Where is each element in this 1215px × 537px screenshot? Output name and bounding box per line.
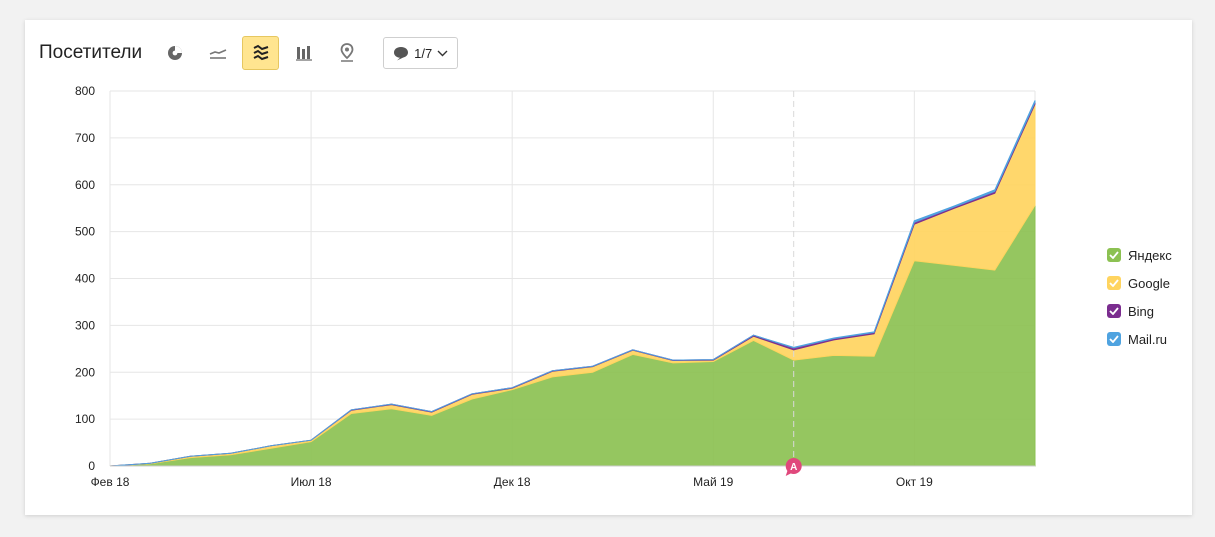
pie-chart-button[interactable]	[156, 36, 193, 70]
y-tick-label: 500	[75, 225, 95, 239]
x-tick-label: Июл 18	[291, 475, 332, 489]
stacked-area-button[interactable]	[242, 36, 280, 70]
visitors-widget: 0 100 200 300 400 500 600 700 800 Фев 18 Июл 18 Дек…	[25, 20, 1192, 515]
chart-legend: Яндекс Google Bing Mail.ru	[1107, 241, 1172, 353]
stacked-bar-button[interactable]	[285, 36, 322, 70]
legend-item[interactable]: Bing	[1107, 297, 1172, 325]
annotation-marker[interactable]	[785, 458, 802, 474]
legend-label: Google	[1128, 275, 1170, 291]
chevron-down-icon	[437, 50, 448, 56]
y-tick-label: 400	[75, 272, 95, 286]
annotations-select[interactable]: 1/7	[383, 37, 459, 69]
legend-item[interactable]: Google	[1107, 269, 1172, 297]
checkbox-checked-icon[interactable]	[1107, 248, 1121, 262]
checkbox-checked-icon[interactable]	[1107, 332, 1121, 346]
legend-item[interactable]: Mail.ru	[1107, 325, 1172, 353]
annotations-count: 1/7	[414, 45, 433, 61]
y-tick-label: 200	[75, 365, 95, 379]
checkbox-checked-icon[interactable]	[1107, 276, 1121, 290]
y-tick-label: 700	[75, 131, 95, 145]
map-pin-icon	[340, 43, 354, 62]
legend-label: Mail.ru	[1128, 331, 1168, 347]
annotation-marker-label[interactable]: A	[790, 462, 797, 473]
chart-area: 0 100 200 300 400 500 600 700 800 Фев 18 Июл 18 Дек…	[75, 84, 1036, 489]
series-area-Mail.ru	[109, 100, 1036, 467]
map-button[interactable]	[328, 36, 365, 70]
widget-header: Посетители	[39, 36, 459, 70]
x-tick-label: Май 19	[693, 475, 734, 489]
x-tick-label: Дек 18	[494, 475, 531, 489]
y-tick-label: 300	[75, 318, 95, 332]
annotation-marker-tail	[785, 470, 792, 476]
comment-icon	[394, 46, 409, 60]
checkbox-checked-icon[interactable]	[1107, 304, 1121, 318]
y-tick-label: 0	[88, 459, 95, 473]
y-tick-label: 800	[75, 84, 95, 98]
x-tick-label: Фев 18	[91, 475, 130, 489]
y-tick-label: 600	[75, 178, 95, 192]
stacked-bar-icon	[295, 46, 312, 61]
x-tick-label: Окт 19	[896, 475, 933, 489]
line-chart-icon	[209, 49, 226, 59]
stacked-area-icon	[253, 44, 268, 61]
y-tick-label: 100	[75, 412, 95, 426]
legend-item[interactable]: Яндекс	[1107, 241, 1172, 269]
line-chart-button[interactable]	[199, 36, 236, 70]
legend-label: Яндекс	[1128, 247, 1172, 263]
pie-chart-icon	[167, 46, 182, 60]
legend-label: Bing	[1128, 303, 1155, 319]
widget-title: Посетители	[39, 42, 143, 63]
series-area-Яндекс	[109, 203, 1036, 467]
